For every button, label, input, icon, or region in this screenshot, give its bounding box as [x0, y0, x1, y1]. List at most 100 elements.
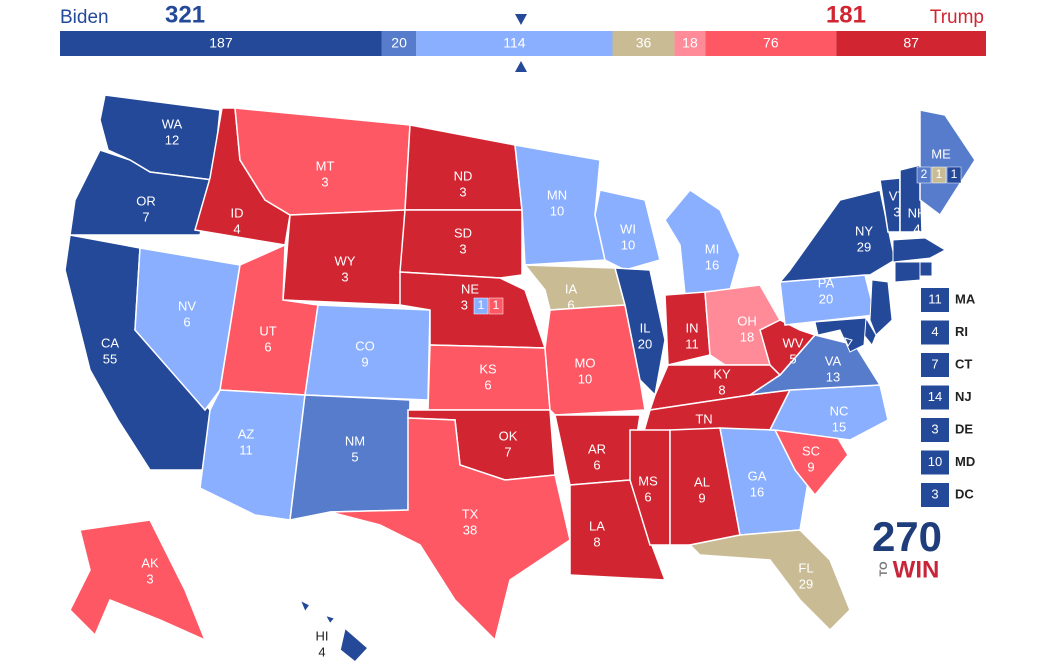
tally-bar: 187 20 114 36 18 76 87 [60, 31, 986, 56]
small-state-box [921, 353, 949, 377]
right-candidate: Trump [930, 7, 984, 28]
bar-label: 76 [763, 35, 779, 51]
state-abbr: MS [638, 473, 658, 488]
bar-segment [674, 31, 706, 56]
state-ev: 10 [578, 371, 592, 386]
state-shape [814, 317, 867, 353]
small-state-ev: 4 [931, 324, 938, 339]
state-ev: 3 [893, 204, 900, 219]
state-ev: 6 [183, 314, 190, 329]
bar-label: 20 [391, 35, 407, 51]
state-abbr: CO [355, 338, 375, 353]
bar-label: 187 [209, 35, 233, 51]
small-state-abbr: MA [955, 291, 976, 306]
small-state-box [921, 483, 949, 507]
state-ev: 4 [913, 221, 920, 236]
small-state-ev: 3 [931, 421, 938, 436]
state-shape [899, 164, 923, 233]
state-shape [323, 613, 337, 626]
state-ev: 3 [321, 174, 328, 189]
state-abbr: OR [136, 193, 156, 208]
state-shape [594, 189, 661, 271]
state-ev: 11 [685, 336, 699, 351]
state-ev: 3 [146, 571, 153, 586]
state-abbr: WV [783, 335, 804, 350]
state-ev: 8 [718, 382, 725, 397]
state-abbr: NY [855, 223, 873, 238]
state-abbr: SC [802, 443, 820, 458]
state-ev: 7 [142, 209, 149, 224]
district-box [473, 297, 489, 315]
state-shape [869, 279, 893, 336]
state-abbr: AK [141, 555, 159, 570]
state-abbr: GA [748, 468, 767, 483]
state-ev: 6 [264, 339, 271, 354]
district-ev: 1 [493, 298, 500, 312]
state-ev: 13 [826, 369, 840, 384]
bar-label: 36 [636, 35, 652, 51]
small-states: 11 MA 4 RI 7 CT 14 NJ 3 DE 10 MD 3 DC [921, 288, 976, 507]
state-shape [339, 626, 370, 664]
state-abbr: KS [479, 361, 497, 376]
state-shape [778, 189, 896, 283]
state-ev: 4 [233, 221, 240, 236]
state-ev: 38 [463, 522, 477, 537]
state-abbr: AZ [238, 426, 255, 441]
state-shape [329, 417, 571, 642]
logo-number: 270 [872, 513, 942, 560]
state-abbr: IN [686, 320, 699, 335]
state-ev: 20 [638, 336, 652, 351]
state-ev: 18 [740, 329, 754, 344]
state-shape [892, 237, 947, 263]
left-total: 321 [165, 1, 205, 28]
state-ev: 29 [857, 239, 871, 254]
state-abbr: NV [178, 298, 196, 313]
state-abbr: TX [462, 506, 479, 521]
small-state-abbr: DC [955, 486, 974, 501]
small-state-abbr: CT [955, 356, 972, 371]
bar-segment [381, 31, 417, 56]
state-ev: 16 [750, 484, 764, 499]
state-abbr: IA [565, 281, 578, 296]
small-state-ev: 11 [928, 291, 942, 306]
state-abbr: NC [830, 403, 849, 418]
right-total: 181 [826, 1, 866, 28]
small-state-box [921, 320, 949, 345]
small-state-abbr: RI [955, 324, 968, 339]
state-abbr: OK [499, 428, 518, 443]
state-abbr: MT [316, 158, 335, 173]
state-ev: 55 [103, 351, 117, 366]
state-abbr: NM [345, 433, 365, 448]
state-abbr: CA [101, 335, 119, 350]
district-box [946, 166, 962, 184]
state-abbr: ME [931, 146, 951, 161]
state-abbr: NE [461, 281, 479, 296]
state-shape [69, 519, 207, 642]
state-abbr: TN [695, 411, 712, 426]
midpoint-marker [515, 61, 527, 72]
state-shape [759, 319, 817, 377]
logo: 270 TO WIN [872, 513, 942, 583]
small-state-ev: 3 [931, 486, 938, 501]
state-shape [919, 109, 976, 217]
states: WA12OR7CA55ID4NV6MT3WY3UT6AZ11CO9NM5ND3S… [64, 94, 976, 664]
state-abbr: UT [259, 323, 276, 338]
state-ev: 4 [318, 644, 325, 659]
district-ev: 1 [936, 167, 943, 181]
bar-label: 87 [903, 35, 919, 51]
state-shape [399, 209, 523, 279]
state-abbr: ND [454, 168, 473, 183]
midpoint-marker [515, 14, 527, 25]
state-shape [688, 529, 851, 632]
state-abbr: LA [589, 518, 605, 533]
district-ev: 2 [921, 167, 928, 181]
state-ev: 5 [789, 351, 796, 366]
state-abbr: KY [713, 366, 731, 381]
state-ev: 7 [504, 444, 511, 459]
state-shape [919, 261, 933, 277]
state-shape [664, 189, 741, 296]
district-ev: 1 [478, 298, 485, 312]
district-box [488, 297, 504, 315]
state-ev: 6 [644, 489, 651, 504]
state-ev: 9 [807, 459, 814, 474]
